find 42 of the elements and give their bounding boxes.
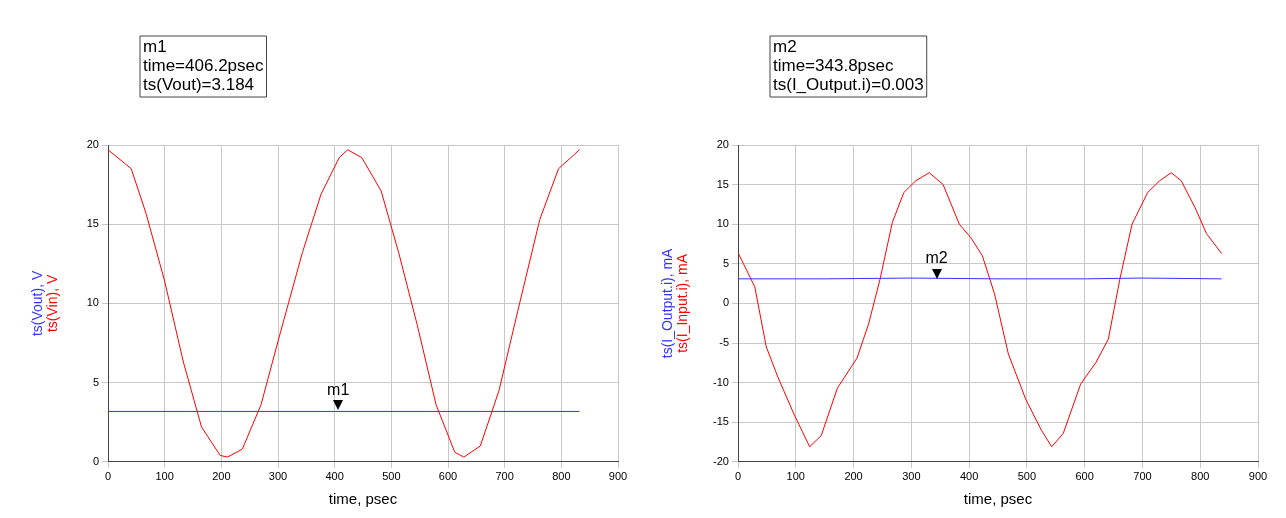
x-tick-label: 500 [1017, 470, 1037, 483]
x-tick-label: 600 [438, 470, 458, 483]
y-tick-label: 5 [92, 375, 99, 388]
x-tick-label: 900 [608, 470, 628, 483]
text: m2 time=343.8psec ts(I_Output.i)=0.003 [773, 37, 924, 95]
x-axis-title: time, psec [328, 490, 398, 508]
y-tick-label: -10 [713, 375, 729, 388]
x-tick-label: 800 [1191, 470, 1210, 483]
x-axis-title: time, psec [963, 490, 1033, 508]
y-tick-label: 0 [722, 296, 729, 309]
text: ts(I_Output.i), mA [658, 247, 675, 359]
x-tick-label: 500 [382, 470, 401, 483]
annotation: m1 [327, 380, 350, 398]
x-tick-label: 900 [1248, 470, 1268, 483]
y-tick-label: -15 [713, 415, 729, 428]
y-tick-label: 10 [716, 217, 729, 230]
x-tick-label: 100 [786, 470, 805, 483]
x-tick-label: 400 [959, 470, 979, 483]
annotation: m2 [925, 249, 948, 267]
x-tick-label: 600 [1075, 470, 1094, 483]
x-tick-label: 200 [212, 470, 231, 483]
y-tick-label: 15 [86, 217, 99, 230]
x-tick-label: 100 [155, 470, 174, 483]
y-tick-label: -20 [713, 454, 729, 467]
x-tick-label: 800 [552, 470, 571, 483]
y-tick-label: 15 [716, 177, 729, 190]
x-tick-label: 200 [844, 470, 863, 483]
x-tick-label: 300 [268, 470, 288, 483]
x-tick-label: 0 [104, 470, 112, 483]
y-tick-label: 10 [86, 296, 99, 309]
x-tick-label: 0 [734, 470, 742, 483]
y-tick-label: 20 [86, 138, 99, 151]
text: ts(Vout), V [28, 270, 45, 337]
text: m1 time=406.2psec ts(Vout)=3.184 [143, 37, 264, 95]
y-tick-label: -5 [719, 336, 729, 349]
y-tick-label: 20 [716, 138, 729, 151]
x-tick-label: 700 [1133, 470, 1152, 483]
x-tick-label: 300 [902, 470, 921, 483]
x-tick-label: 700 [495, 470, 514, 483]
y-tick-label: 0 [92, 454, 99, 467]
y-tick-label: 5 [722, 256, 729, 269]
x-tick-label: 400 [325, 470, 344, 483]
